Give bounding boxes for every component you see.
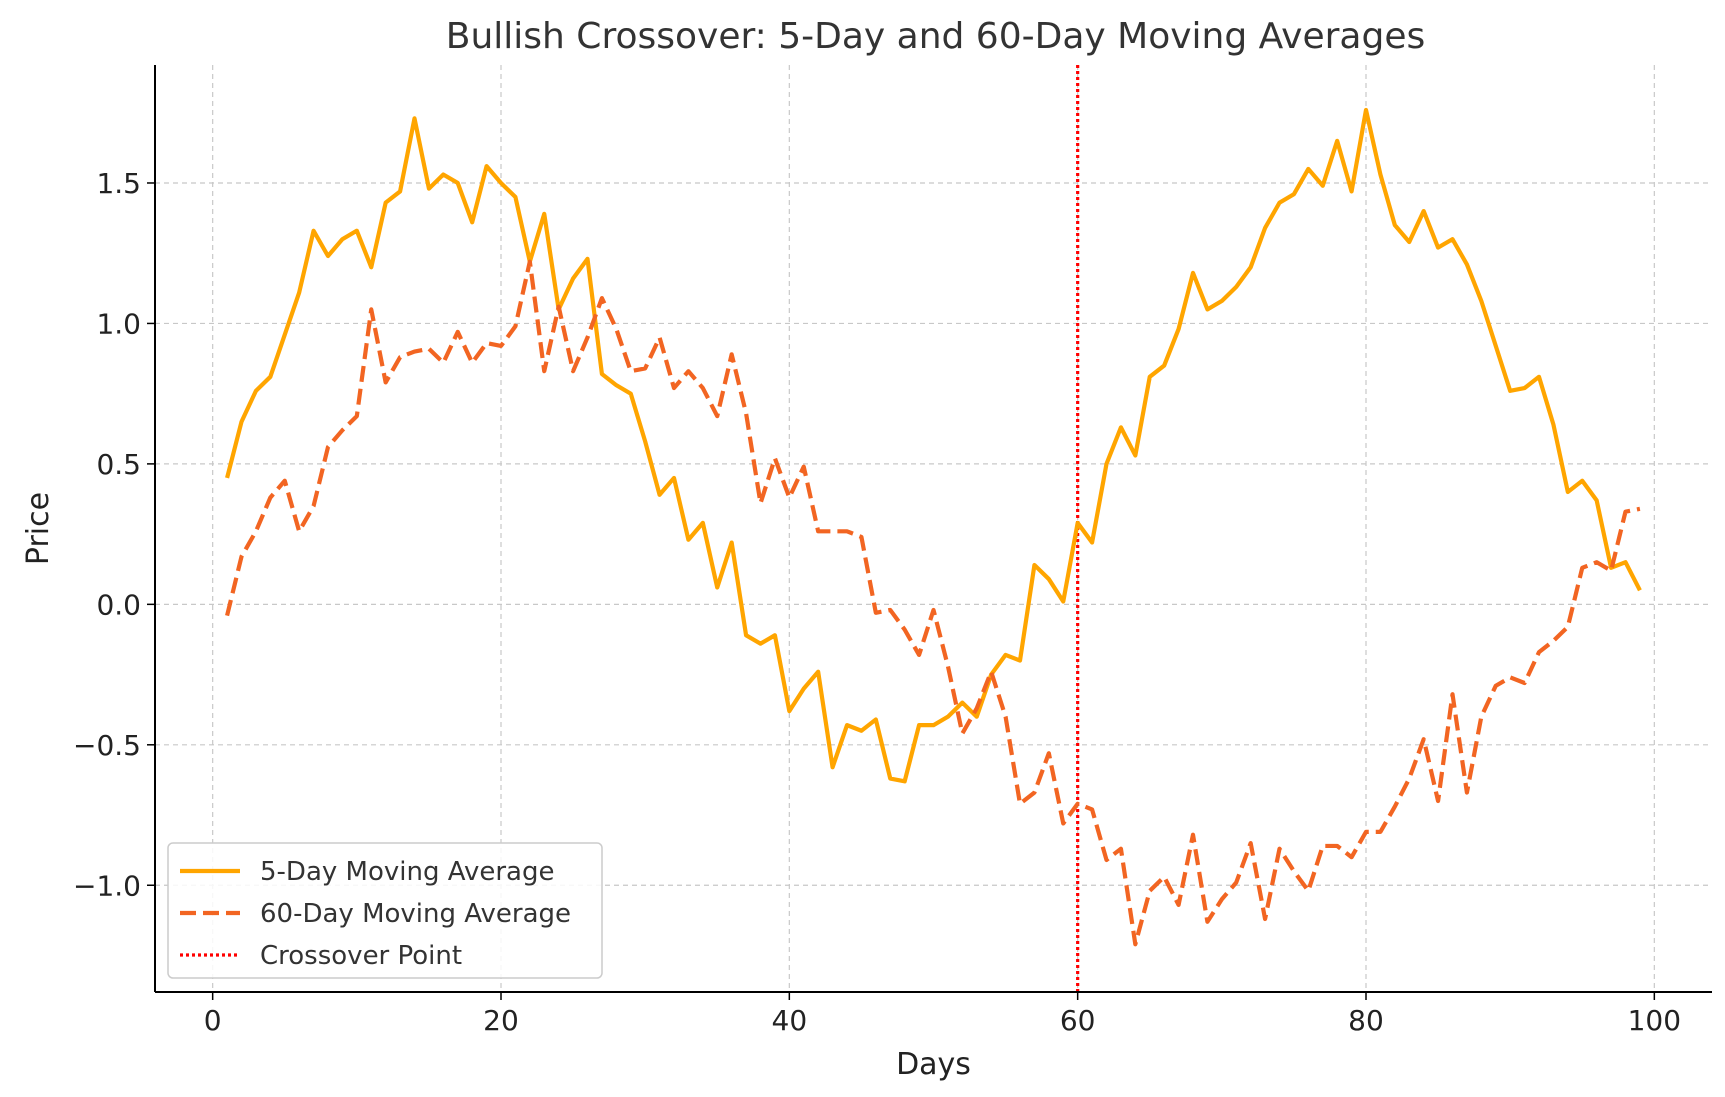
y-tick-label: −0.5 <box>73 729 141 762</box>
x-tick-label: 40 <box>772 1004 808 1037</box>
y-tick-label: −1.0 <box>73 869 141 902</box>
legend-crossover-label: Crossover Point <box>260 941 462 971</box>
x-tick-label: 60 <box>1060 1004 1096 1037</box>
y-tick-label: 0.5 <box>96 448 141 481</box>
series-line-60-day <box>225 259 1641 947</box>
y-tick-label: 0.0 <box>96 588 141 621</box>
y-tick-label: 1.5 <box>96 167 141 200</box>
x-tick-label: 80 <box>1348 1004 1384 1037</box>
x-axis-label: Days <box>896 1047 971 1082</box>
x-tick-label: 20 <box>483 1004 519 1037</box>
legend-box <box>167 842 603 979</box>
x-tick-label: 100 <box>1628 1004 1681 1037</box>
x-tick-label: 0 <box>204 1004 222 1037</box>
chart-title: Bullish Crossover: 5-Day and 60-Day Movi… <box>446 16 1425 57</box>
legend-5-day-label: 5-Day Moving Average <box>260 857 555 887</box>
y-tick-label: 1.0 <box>96 307 141 340</box>
series-line-5-day <box>225 107 1642 784</box>
y-axis-label: Price <box>21 492 56 565</box>
legend-60-day-label: 60-Day Moving Average <box>260 899 571 929</box>
